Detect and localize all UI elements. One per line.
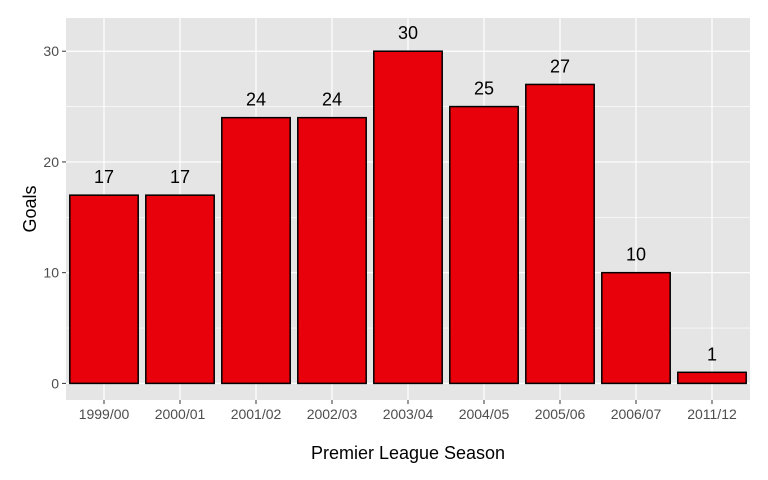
- y-tick-label: 20: [43, 154, 59, 170]
- bar-value-label: 24: [246, 90, 266, 110]
- y-axis-title: Goals: [20, 185, 40, 232]
- bar: [297, 116, 367, 385]
- bar-value-label: 30: [398, 23, 418, 43]
- bar-value-label: 27: [550, 56, 570, 76]
- bar: [449, 105, 519, 385]
- bar: [69, 194, 139, 385]
- x-tick-label: 2005/06: [535, 406, 586, 422]
- x-tick-label: 2011/12: [687, 406, 737, 422]
- bars: [69, 50, 747, 385]
- bar-value-label: 1: [707, 344, 717, 364]
- bar-value-label: 25: [474, 79, 494, 99]
- y-tick-label: 30: [43, 43, 59, 59]
- bar-value-label: 10: [626, 245, 646, 265]
- x-tick-label: 2006/07: [611, 406, 662, 422]
- y-axis: 0 10 20 30: [43, 43, 66, 391]
- bar-value-label: 24: [322, 90, 342, 110]
- x-tick-label: 2001/02: [231, 406, 282, 422]
- bar: [221, 116, 291, 385]
- x-tick-label: 2002/03: [307, 406, 358, 422]
- x-tick-label: 2004/05: [459, 406, 510, 422]
- x-tick-label: 2003/04: [383, 406, 434, 422]
- y-tick-label: 0: [51, 375, 59, 391]
- y-tick-label: 10: [43, 265, 59, 281]
- bar-value-label: 17: [94, 167, 114, 187]
- bar: [373, 50, 443, 385]
- x-axis-title: Premier League Season: [311, 443, 505, 463]
- bar: [525, 83, 595, 385]
- bar: [677, 371, 747, 385]
- x-tick-label: 2000/01: [155, 406, 206, 422]
- bar: [601, 271, 671, 385]
- bar: [145, 194, 215, 385]
- x-axis: 1999/00 2000/01 2001/02 2002/03 2003/04 2004/…: [79, 400, 737, 422]
- x-tick-label: 1999/00: [79, 406, 130, 422]
- data-labels: 17 17 24 24 30 25 27 10 1: [94, 23, 717, 364]
- bar-value-label: 17: [170, 167, 190, 187]
